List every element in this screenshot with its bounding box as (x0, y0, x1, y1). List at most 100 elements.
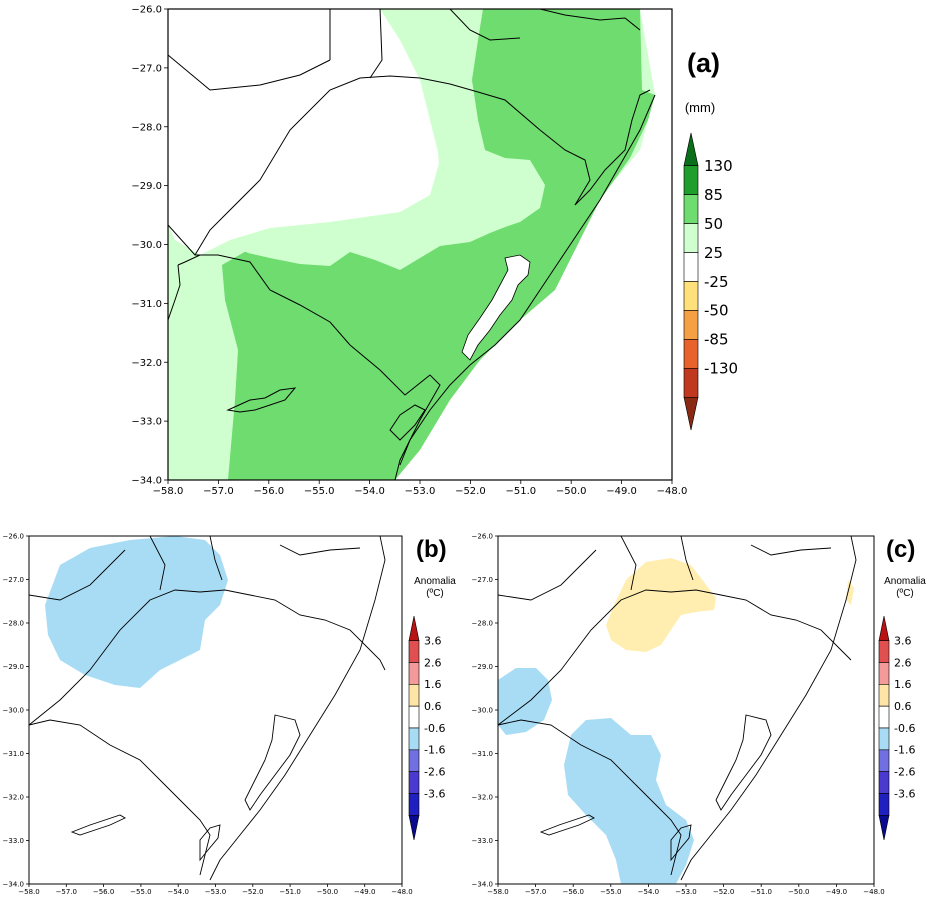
y-tick-label: −28.0 (3, 619, 24, 627)
y-tick-label: −26.0 (472, 532, 493, 540)
y-tick-label: −27.0 (472, 576, 493, 584)
x-tick-label: −56.0 (562, 888, 583, 896)
panel-b: −58.0 −57.0 −56.0 −55.0 −54.0 −53.0 −52.0 −51.0… (0, 520, 475, 900)
border-line (279, 544, 361, 556)
legend-arrow-top (408, 615, 420, 641)
coast-line (209, 536, 386, 881)
legend-label: 25 (704, 244, 723, 262)
legend-label: 85 (704, 186, 723, 204)
legend-swatch (878, 793, 890, 816)
legend-label: -1.6 (894, 744, 915, 757)
map-a: −58.0 −57.0 −56.0 −55.0 −54.0 −53.0 −52.0 −51.0… (131, 5, 738, 498)
temp-anomaly-cold-area (45, 536, 228, 688)
y-tick-label: −33.0 (472, 837, 493, 845)
x-tick-label: −50.0 (788, 888, 809, 896)
border-line (177, 254, 201, 266)
lake (70, 814, 126, 836)
legend-label: 130 (704, 157, 733, 175)
panel-tag-b: (b) (416, 536, 447, 563)
legend-label: -1.6 (424, 744, 445, 757)
legend-label: 1.6 (894, 678, 912, 691)
legend-unit-c-line2: (ºC) (896, 588, 914, 599)
border-line (29, 719, 211, 876)
legend-label: 3.6 (894, 634, 912, 647)
legend-label: -0.6 (894, 722, 915, 735)
legend-label: 0.6 (894, 700, 912, 713)
coast-line (715, 714, 772, 811)
temp-anomaly-warm-area (606, 558, 716, 652)
temp-anomaly-warm-area (846, 580, 854, 605)
legend-swatch (683, 194, 699, 224)
legend-swatch (683, 281, 699, 311)
lake (199, 824, 221, 862)
border-line (498, 589, 852, 726)
y-tick-label: −31.0 (131, 299, 162, 310)
legend-swatch (878, 749, 890, 772)
y-tick-label: −33.0 (131, 417, 162, 428)
border-line (498, 719, 682, 876)
lagoon (461, 254, 531, 361)
y-tick-label: −30.0 (3, 706, 24, 714)
x-tick-label: −50.0 (317, 888, 338, 896)
x-tick-label: −56.0 (93, 888, 114, 896)
panel-tag-c: (c) (886, 536, 916, 563)
y-tick-label: −31.0 (3, 750, 24, 758)
y-tick-label: −26.0 (3, 532, 24, 540)
legend-a: 130 85 50 25 -25 -50 -85 -130 (683, 132, 738, 431)
coast-line (244, 714, 301, 811)
x-tick-label: −51.0 (505, 486, 536, 497)
x-tick-label: −49.0 (354, 888, 375, 896)
legend-swatch (408, 705, 420, 729)
y-tick-label: −26.0 (131, 5, 162, 16)
border-line (168, 264, 181, 321)
x-tick-label: −58.0 (18, 888, 39, 896)
legend-swatch (408, 640, 420, 663)
x-tick-label: −48.0 (657, 486, 688, 497)
x-tick-label: −55.0 (304, 486, 335, 497)
legend-label: -50 (704, 302, 729, 320)
legend-swatch (408, 793, 420, 816)
legend-swatch (878, 771, 890, 794)
legend-swatch (878, 662, 890, 685)
x-tick-label: −58.0 (487, 888, 508, 896)
border-line (498, 549, 597, 601)
legend-label: -3.6 (424, 787, 445, 800)
x-tick-label: −48.0 (391, 888, 412, 896)
legend-arrow-top (683, 132, 699, 166)
y-tick-label: −28.0 (472, 619, 493, 627)
temp-anomaly-cold-area (564, 718, 694, 884)
map-c: −58.0 −57.0 −56.0 −55.0 −54.0 −53.0 −52.0 −51.0… (472, 532, 916, 896)
legend-swatch (683, 165, 699, 195)
y-tick-label: −33.0 (3, 837, 24, 845)
x-tick-label: −56.0 (253, 486, 284, 497)
precip-25-50-band (232, 88, 542, 270)
legend-label: -2.6 (424, 766, 445, 779)
x-tick-label: −57.0 (203, 486, 234, 497)
border-line (209, 536, 223, 581)
x-tick-label: −52.0 (242, 888, 263, 896)
legend-unit-c-line1: Anomalia (884, 576, 926, 587)
x-tick-label: −54.0 (167, 888, 188, 896)
legend-swatch (408, 727, 420, 751)
lake (670, 824, 692, 862)
legend-swatch (683, 310, 699, 340)
x-tick-label: −53.0 (405, 486, 436, 497)
y-tick-label: −27.0 (131, 63, 162, 74)
axis-ticks-a: −58.0 −57.0 −56.0 −55.0 −54.0 −53.0 −52.0 −51.0… (131, 5, 687, 498)
x-tick-label: −53.0 (675, 888, 696, 896)
border-line (168, 224, 441, 480)
legend-label: 0.6 (424, 700, 442, 713)
map-b: −58.0 −57.0 −56.0 −55.0 −54.0 −53.0 −52.0 −51.0… (3, 532, 446, 896)
legend-label: 2.6 (894, 656, 912, 669)
coast-line (399, 94, 656, 466)
x-tick-label: −57.0 (525, 888, 546, 896)
legend-unit-b: Anomalia (ºC) (404, 576, 466, 600)
border-line (149, 536, 166, 591)
legend-swatch (683, 252, 699, 282)
x-tick-label: −51.0 (279, 888, 300, 896)
legend-swatch (408, 771, 420, 794)
y-tick-label: −34.0 (3, 880, 24, 888)
legend-swatch (408, 684, 420, 707)
legend-arrow-bottom (683, 397, 699, 431)
legend-c: 3.6 2.6 1.6 0.6 -0.6 -1.6 -2.6 -3.6 (878, 615, 915, 841)
